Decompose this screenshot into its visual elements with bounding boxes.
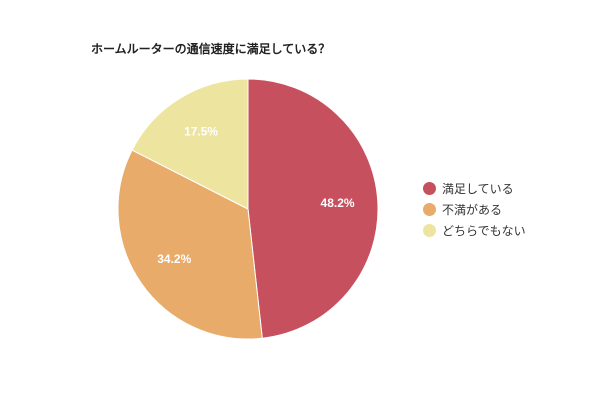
legend: 満足している 不満がある どちらでもない xyxy=(423,178,526,241)
legend-label-dissatisfied: 不満がある xyxy=(442,203,503,217)
legend-swatch-neutral xyxy=(423,224,436,237)
pie-slice-neutral[interactable] xyxy=(131,78,249,210)
legend-label-neutral: どちらでもない xyxy=(442,224,526,238)
legend-label-satisfied: 満足している xyxy=(442,182,514,196)
pie-slice-dissatisfied[interactable] xyxy=(117,149,263,340)
pie-slice-satisfied[interactable] xyxy=(247,78,379,339)
legend-item-neutral[interactable]: どちらでもない xyxy=(423,220,526,241)
legend-swatch-dissatisfied xyxy=(423,203,436,216)
slice-label-neutral: 17.5% xyxy=(184,125,218,139)
legend-item-dissatisfied[interactable]: 不満がある xyxy=(423,199,526,220)
legend-swatch-satisfied xyxy=(423,182,436,195)
slice-label-satisfied: 48.2% xyxy=(321,196,355,210)
legend-item-satisfied[interactable]: 満足している xyxy=(423,178,526,199)
chart-title: ホームルーターの通信速度に満足している？ xyxy=(91,42,331,56)
slice-label-dissatisfied: 34.2% xyxy=(157,252,191,266)
